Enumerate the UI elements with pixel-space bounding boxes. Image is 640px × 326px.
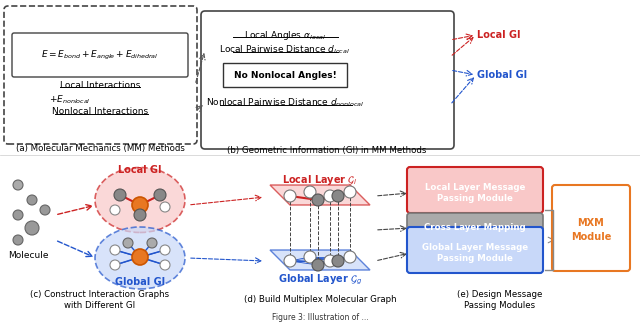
Circle shape — [304, 186, 316, 198]
Circle shape — [332, 190, 344, 202]
Text: Molecule: Molecule — [8, 250, 48, 259]
Circle shape — [132, 249, 148, 265]
Text: Global Layer Message
Passing Module: Global Layer Message Passing Module — [422, 243, 528, 263]
Text: Nonlocal Pairwise Distance $d_{nonlocal}$: Nonlocal Pairwise Distance $d_{nonlocal}… — [206, 97, 364, 109]
Circle shape — [160, 245, 170, 255]
Text: Local GI: Local GI — [477, 30, 520, 40]
Polygon shape — [270, 250, 370, 270]
Circle shape — [25, 221, 39, 235]
Circle shape — [123, 238, 133, 248]
FancyBboxPatch shape — [407, 227, 543, 273]
Polygon shape — [270, 185, 370, 205]
Text: Cross Layer Mapping: Cross Layer Mapping — [424, 224, 526, 232]
Text: Local Interactions: Local Interactions — [60, 81, 140, 90]
Text: (c) Construct Interaction Graphs
with Different GI: (c) Construct Interaction Graphs with Di… — [31, 289, 170, 310]
Circle shape — [13, 180, 23, 190]
Circle shape — [284, 255, 296, 267]
Text: (e) Design Message
Passing Modules: (e) Design Message Passing Modules — [458, 289, 543, 310]
FancyBboxPatch shape — [223, 63, 347, 87]
Ellipse shape — [95, 168, 185, 232]
FancyBboxPatch shape — [12, 33, 188, 77]
Text: $+ E_{nonlocal}$: $+ E_{nonlocal}$ — [49, 94, 91, 106]
FancyBboxPatch shape — [407, 167, 543, 213]
Circle shape — [304, 251, 316, 263]
Circle shape — [40, 205, 50, 215]
Circle shape — [154, 189, 166, 201]
Ellipse shape — [95, 227, 185, 289]
Circle shape — [324, 190, 336, 202]
Text: $E = E_{bond} + E_{angle} + E_{dihedral}$: $E = E_{bond} + E_{angle} + E_{dihedral}… — [41, 49, 159, 62]
Text: No Nonlocal Angles!: No Nonlocal Angles! — [234, 71, 337, 81]
Circle shape — [110, 205, 120, 215]
Text: Global Layer $\mathcal{G}_g$: Global Layer $\mathcal{G}_g$ — [278, 273, 362, 287]
Text: (d) Build Multiplex Molecular Graph: (d) Build Multiplex Molecular Graph — [244, 295, 396, 304]
Circle shape — [114, 189, 126, 201]
Text: Local Layer Message
Passing Module: Local Layer Message Passing Module — [425, 183, 525, 203]
Circle shape — [110, 260, 120, 270]
Text: Local Pairwise Distance $d_{local}$: Local Pairwise Distance $d_{local}$ — [220, 44, 351, 56]
Circle shape — [13, 210, 23, 220]
Text: Local GI: Local GI — [118, 165, 162, 175]
Circle shape — [134, 209, 146, 221]
FancyBboxPatch shape — [407, 213, 543, 241]
Circle shape — [312, 194, 324, 206]
Text: Nonlocal Interactions: Nonlocal Interactions — [52, 108, 148, 116]
Circle shape — [160, 202, 170, 212]
Text: Global GI: Global GI — [477, 70, 527, 80]
Text: Local Layer $\mathcal{G}_l$: Local Layer $\mathcal{G}_l$ — [282, 173, 358, 187]
Circle shape — [27, 195, 37, 205]
Circle shape — [324, 255, 336, 267]
Text: Figure 3: Illustration of ...: Figure 3: Illustration of ... — [272, 314, 368, 322]
Circle shape — [344, 186, 356, 198]
Text: Local Angles $\alpha_{local}$: Local Angles $\alpha_{local}$ — [244, 28, 326, 41]
Circle shape — [312, 259, 324, 271]
Circle shape — [284, 190, 296, 202]
Circle shape — [160, 260, 170, 270]
Circle shape — [147, 238, 157, 248]
FancyBboxPatch shape — [552, 185, 630, 271]
FancyBboxPatch shape — [201, 11, 454, 149]
Text: (b) Geometric Information (GI) in MM Methods: (b) Geometric Information (GI) in MM Met… — [227, 145, 427, 155]
Text: MXM
Module: MXM Module — [571, 218, 611, 242]
Circle shape — [332, 255, 344, 267]
Text: Global GI: Global GI — [115, 277, 165, 287]
FancyBboxPatch shape — [4, 6, 197, 144]
Circle shape — [132, 197, 148, 213]
Circle shape — [344, 251, 356, 263]
Text: (a) Molecular Mechanics (MM) Methods: (a) Molecular Mechanics (MM) Methods — [15, 143, 184, 153]
Circle shape — [13, 235, 23, 245]
Circle shape — [110, 245, 120, 255]
